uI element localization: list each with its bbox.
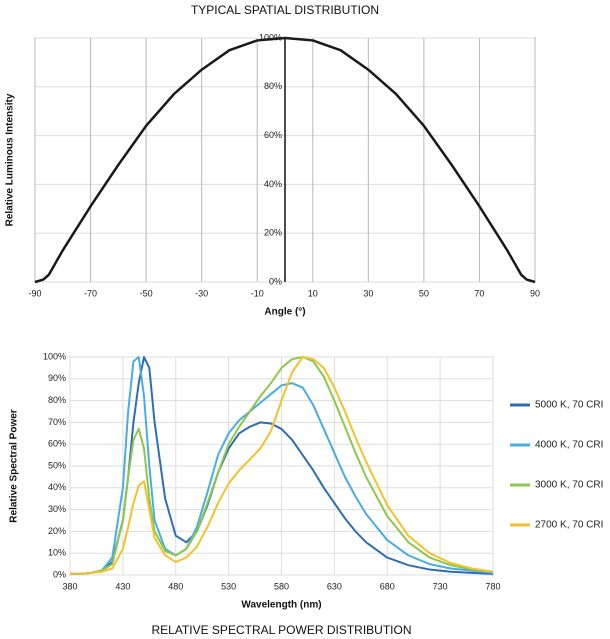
x-tick-label: -10 (251, 288, 264, 298)
x-tick-label: 480 (168, 581, 183, 591)
y-tick-label: 0% (269, 276, 282, 286)
y-tick-label: 90% (48, 373, 66, 383)
y-tick-label: 80% (48, 395, 66, 405)
chart-title: RELATIVE SPECTRAL POWER DISTRIBUTION (151, 623, 411, 637)
y-tick-label: 0% (53, 569, 66, 579)
y-tick-label: 50% (48, 460, 66, 470)
y-tick-label: 20% (264, 228, 282, 238)
y-tick-label: 100% (43, 351, 66, 361)
x-tick-label: -90 (28, 288, 41, 298)
legend-label: 4000 K, 70 CRI (535, 440, 603, 451)
x-tick-label: 530 (221, 581, 236, 591)
y-tick-label: 40% (264, 179, 282, 189)
data-line (70, 356, 494, 575)
x-tick-label: 580 (274, 581, 289, 591)
data-line (34, 36, 536, 284)
y-tick-label: 60% (48, 439, 66, 449)
y-tick-label: 70% (48, 417, 66, 427)
y-tick-label: 20% (48, 526, 66, 536)
x-tick-label: 680 (380, 581, 395, 591)
x-tick-label: 10 (308, 288, 318, 298)
data-line (70, 356, 494, 575)
x-tick-label: 730 (433, 581, 448, 591)
x-axis-title: Wavelength (nm) (241, 600, 321, 611)
x-tick-label: 70 (474, 288, 484, 298)
y-tick-label: 40% (48, 482, 66, 492)
y-tick-label: 60% (264, 130, 282, 140)
y-tick-label: 10% (48, 548, 66, 558)
x-tick-label: 430 (115, 581, 130, 591)
x-tick-label: -70 (84, 288, 97, 298)
x-tick-label: 30 (363, 288, 373, 298)
x-axis-title: Angle (°) (264, 307, 305, 318)
y-tick-label: 100% (259, 32, 282, 42)
x-tick-label: 780 (485, 581, 500, 591)
y-axis-title: Relative Spectral Power (9, 409, 20, 522)
y-axis-title: Relative Luminous Intensity (5, 93, 16, 226)
legend-label: 2700 K, 70 CRI (535, 520, 603, 531)
legend-label: 3000 K, 70 CRI (535, 480, 603, 491)
chart-title: TYPICAL SPATIAL DISTRIBUTION (191, 3, 379, 17)
data-line (70, 356, 494, 575)
y-tick-label: 30% (48, 504, 66, 514)
x-tick-label: -50 (140, 288, 153, 298)
x-tick-label: -30 (195, 288, 208, 298)
x-tick-label: 90 (530, 288, 540, 298)
x-tick-label: 380 (62, 581, 77, 591)
x-tick-label: 630 (327, 581, 342, 591)
x-tick-label: 50 (419, 288, 429, 298)
legend-label: 5000 K, 70 CRI (535, 400, 603, 411)
y-tick-label: 80% (264, 81, 282, 91)
